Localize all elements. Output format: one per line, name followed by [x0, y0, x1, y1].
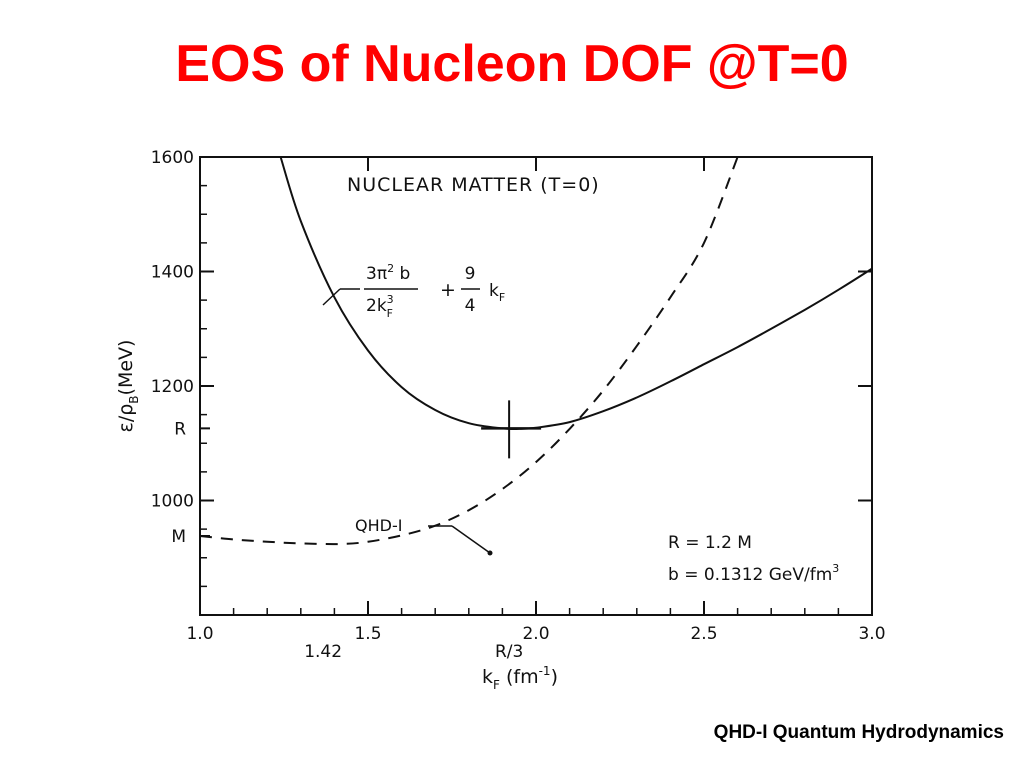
- formula-denominator-sub: F: [387, 307, 393, 320]
- param-r: R = 1.2 M: [668, 533, 752, 553]
- axis-ticks: 1.0 1.5 2.0 2.5 3.0 1000 1200 1400 1600 M R 1.42 R/3: [151, 148, 886, 662]
- y-axis-label-unit: (MeV): [115, 340, 137, 396]
- axis-labels: kF (fm-1) ε/ρB(MeV): [115, 340, 558, 692]
- formula-numerator-tail: b: [394, 264, 410, 284]
- formula-plus: +: [440, 279, 456, 301]
- x-tick-label: 3.0: [858, 624, 885, 644]
- formula-kf-text: k: [489, 281, 499, 301]
- y-tick-label: 1000: [151, 492, 194, 512]
- x-axis-label: kF (fm-1): [482, 664, 558, 692]
- x-axis-label-var: k: [482, 666, 493, 688]
- formula-frac2-numerator: 9: [465, 264, 476, 284]
- slide-caption: QHD-I Quantum Hydrodynamics: [713, 722, 1004, 743]
- plot-border: [199, 156, 873, 616]
- x-axis-label-unit: (fm: [500, 666, 539, 688]
- y-tick-label: 1600: [151, 148, 194, 168]
- param-b-text: b = 0.1312 GeV/fm: [668, 565, 832, 585]
- y-special-label: M: [171, 527, 186, 547]
- dashed-series-line: [199, 156, 739, 546]
- formula-numerator-text: 3π: [366, 264, 387, 284]
- param-b: b = 0.1312 GeV/fm3: [668, 562, 839, 585]
- x-special-label: 1.42: [304, 642, 342, 662]
- slide-title: EOS of Nucleon DOF @T=0: [175, 35, 849, 93]
- formula-leader-line: [322, 288, 341, 306]
- plot-frame: [199, 156, 873, 616]
- x-axis-label-close: ): [551, 666, 558, 688]
- series-group: [199, 156, 873, 546]
- x-axis-label-sub: F: [493, 678, 500, 692]
- y-axis-label-var: ε/ρ: [115, 404, 137, 433]
- solid-series-line: [279, 156, 873, 431]
- x-tick-label: 1.0: [186, 624, 213, 644]
- formula-denominator-sup: 3: [387, 293, 394, 306]
- x-tick-label: 2.5: [690, 624, 717, 644]
- formula-numerator-sup: 2: [387, 262, 394, 275]
- qhd-leader-line: [451, 525, 491, 554]
- x-special-label: R/3: [495, 642, 523, 662]
- y-axis-label: ε/ρB(MeV): [115, 340, 141, 433]
- formula-denominator: 2k3 F: [366, 293, 394, 320]
- formula-frac2-denominator: 4: [465, 296, 476, 316]
- param-b-sup: 3: [832, 562, 839, 575]
- qhd-leader-dot: [487, 550, 493, 556]
- y-axis-label-sub: B: [127, 395, 141, 403]
- formula-numerator: 3π2 b: [366, 262, 410, 284]
- y-special-label: R: [174, 419, 186, 439]
- formula-kf-sub: F: [499, 291, 505, 304]
- formula-denominator-text: 2k: [366, 296, 387, 316]
- x-tick-label: 1.5: [354, 624, 381, 644]
- qhd-label: QHD-I: [355, 516, 402, 535]
- y-tick-label: 1200: [151, 377, 194, 397]
- x-axis-label-sup: -1: [539, 664, 551, 678]
- chart-title: NUCLEAR MATTER (T=0): [347, 174, 600, 196]
- y-tick-label: 1400: [151, 263, 194, 283]
- x-tick-label: 2.0: [522, 624, 549, 644]
- formula-kf: kF: [489, 281, 505, 304]
